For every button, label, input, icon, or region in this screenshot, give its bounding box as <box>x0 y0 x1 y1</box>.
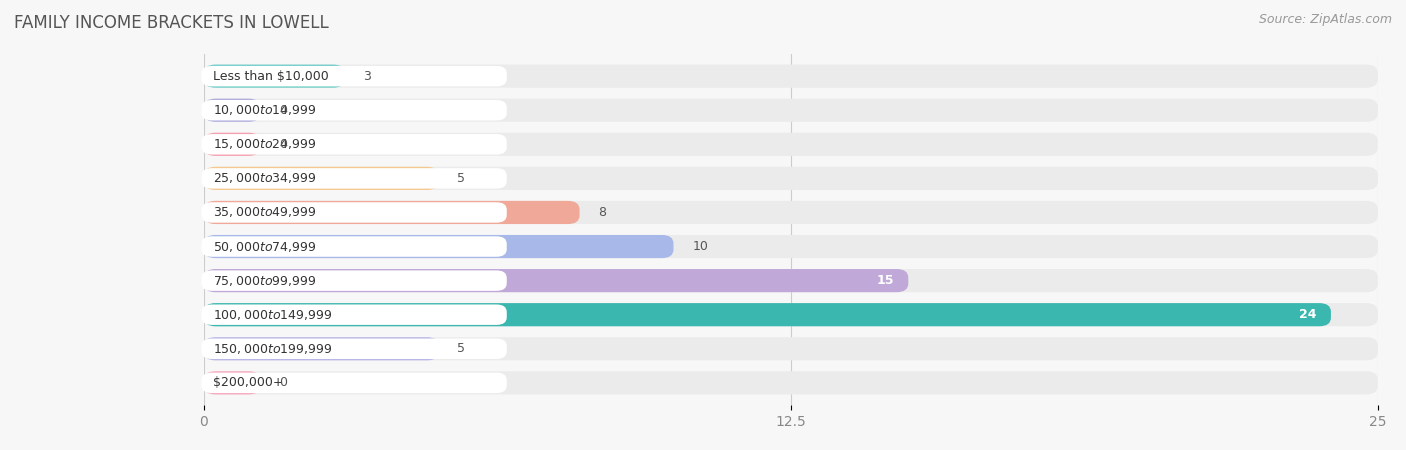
Text: Source: ZipAtlas.com: Source: ZipAtlas.com <box>1258 14 1392 27</box>
Text: 24: 24 <box>1299 308 1317 321</box>
FancyBboxPatch shape <box>204 303 1331 326</box>
Text: $35,000 to $49,999: $35,000 to $49,999 <box>214 206 316 220</box>
Text: $75,000 to $99,999: $75,000 to $99,999 <box>214 274 316 288</box>
Text: $200,000+: $200,000+ <box>214 376 284 389</box>
Text: 8: 8 <box>599 206 606 219</box>
Text: $150,000 to $199,999: $150,000 to $199,999 <box>214 342 333 356</box>
FancyBboxPatch shape <box>204 133 260 156</box>
FancyBboxPatch shape <box>204 337 439 360</box>
Text: 3: 3 <box>364 70 371 83</box>
Text: 15: 15 <box>877 274 894 287</box>
FancyBboxPatch shape <box>204 64 344 88</box>
FancyBboxPatch shape <box>204 99 1378 122</box>
FancyBboxPatch shape <box>201 305 506 325</box>
FancyBboxPatch shape <box>204 371 1378 395</box>
Text: $100,000 to $149,999: $100,000 to $149,999 <box>214 308 333 322</box>
FancyBboxPatch shape <box>201 100 506 121</box>
FancyBboxPatch shape <box>204 235 1378 258</box>
Text: $25,000 to $34,999: $25,000 to $34,999 <box>214 171 316 185</box>
FancyBboxPatch shape <box>204 269 908 292</box>
Text: Less than $10,000: Less than $10,000 <box>214 70 329 83</box>
FancyBboxPatch shape <box>204 269 1378 292</box>
FancyBboxPatch shape <box>201 338 506 359</box>
FancyBboxPatch shape <box>204 371 260 395</box>
FancyBboxPatch shape <box>201 66 506 86</box>
FancyBboxPatch shape <box>204 167 439 190</box>
FancyBboxPatch shape <box>201 236 506 257</box>
Text: 0: 0 <box>278 104 287 117</box>
FancyBboxPatch shape <box>201 134 506 154</box>
FancyBboxPatch shape <box>204 303 1378 326</box>
Text: $15,000 to $24,999: $15,000 to $24,999 <box>214 137 316 151</box>
FancyBboxPatch shape <box>204 167 1378 190</box>
Text: 0: 0 <box>278 376 287 389</box>
FancyBboxPatch shape <box>204 337 1378 360</box>
FancyBboxPatch shape <box>204 99 260 122</box>
FancyBboxPatch shape <box>204 201 579 224</box>
Text: $10,000 to $14,999: $10,000 to $14,999 <box>214 103 316 117</box>
FancyBboxPatch shape <box>201 270 506 291</box>
FancyBboxPatch shape <box>204 133 1378 156</box>
FancyBboxPatch shape <box>201 168 506 189</box>
Text: 10: 10 <box>692 240 709 253</box>
Text: 5: 5 <box>457 172 465 185</box>
Text: 0: 0 <box>278 138 287 151</box>
Text: $50,000 to $74,999: $50,000 to $74,999 <box>214 239 316 253</box>
FancyBboxPatch shape <box>201 202 506 223</box>
Text: 5: 5 <box>457 342 465 355</box>
FancyBboxPatch shape <box>201 373 506 393</box>
FancyBboxPatch shape <box>204 235 673 258</box>
FancyBboxPatch shape <box>204 64 1378 88</box>
Text: FAMILY INCOME BRACKETS IN LOWELL: FAMILY INCOME BRACKETS IN LOWELL <box>14 14 329 32</box>
FancyBboxPatch shape <box>204 201 1378 224</box>
